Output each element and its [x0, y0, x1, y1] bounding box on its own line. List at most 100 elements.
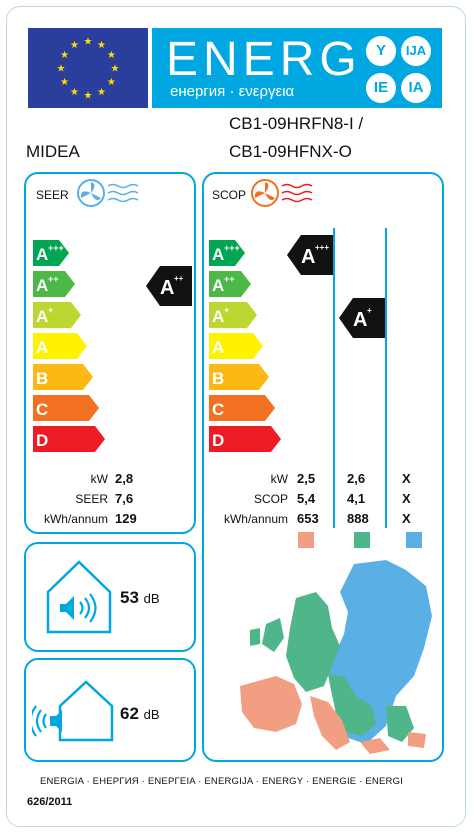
heating-class-letter: A: [212, 307, 224, 326]
model-line-1: CB1-09HRFN8-I /: [229, 114, 364, 133]
cooling-class-letter: A: [36, 307, 48, 326]
eu-star-icon: ★: [111, 64, 120, 75]
outdoor-noise-panel: [24, 658, 196, 762]
cooling-label-kw: kW: [90, 472, 108, 486]
cooling-class-letter: A: [36, 276, 48, 295]
zone-warm-swatch: [298, 532, 314, 548]
cooling-panel: [24, 172, 196, 534]
eu-stars-icon: ★ ★★★★★★★★★★★: [57, 37, 120, 102]
rating-letter: A: [301, 246, 315, 268]
heating-cold-scop-value: X: [402, 491, 411, 506]
cooling-class-bar: B: [33, 364, 93, 390]
lang-badge-ia: IA: [401, 73, 431, 103]
heating-avg-kw-value: 2,5: [297, 471, 316, 486]
cooling-class-letter: B: [36, 369, 48, 388]
energy-subtitle: енергия · ενεργεια: [170, 83, 295, 100]
heating-class-bar: C: [209, 395, 275, 421]
heating-class-letter: D: [212, 431, 224, 450]
heating-class-letter: C: [212, 400, 224, 419]
cooling-label-kwh: kWh/annum: [43, 512, 108, 526]
heating-class-sup: +: [224, 305, 229, 315]
cooling-seer-value: 7,6: [115, 491, 134, 506]
heating-cold-kwh-value: X: [402, 511, 411, 526]
cooling-label-seer: SEER: [75, 492, 108, 506]
column-divider-2: [385, 228, 387, 528]
eu-star-icon: ★: [84, 91, 93, 102]
indoor-noise-value: 53: [120, 588, 139, 607]
heating-class-bar: D: [209, 426, 281, 452]
heating-panel: [202, 172, 444, 762]
heating-cold-kw-value: X: [402, 471, 411, 486]
indoor-speaker-house-icon: [46, 560, 112, 634]
heating-class-sup: +++: [224, 243, 240, 253]
cooling-class-bar: A +: [33, 302, 81, 328]
heating-class-letter: A: [212, 338, 224, 357]
rating-sup: ++: [174, 274, 184, 283]
zone-cold-swatch: [406, 532, 422, 548]
eu-star-icon: ★: [84, 37, 93, 48]
eu-star-icon: ★: [60, 50, 69, 61]
heating-class-bar: A ++: [209, 271, 251, 297]
eu-star-icon: ★: [97, 87, 106, 98]
heating-label-kw: kW: [270, 472, 288, 486]
cooling-class-bar: A ++: [33, 271, 75, 297]
indoor-noise-reading: 53 dB: [120, 588, 160, 608]
model-line-2: CB1-09HFNX-O: [229, 142, 352, 161]
heating-warm-kw-value: 2,6: [347, 471, 366, 486]
eu-star-icon: ★: [70, 40, 79, 51]
energy-banner: ENERG енергия · ενεργεια Y IJA IE IA: [152, 28, 442, 108]
scop-warm-rating-arrow: A +: [339, 298, 385, 338]
cooling-class-bar: C: [33, 395, 99, 421]
fan-warm-icon: [251, 179, 313, 207]
heating-class-sup: ++: [224, 274, 235, 284]
heating-avg-scop-value: 5,4: [297, 491, 316, 506]
heating-label-scop: SCOP: [253, 492, 288, 506]
heating-avg-kwh-value: 653: [297, 511, 319, 526]
eu-star-icon: ★: [57, 64, 66, 75]
lang-badge-ija: IJA: [401, 36, 431, 66]
heating-class-letter: A: [212, 276, 224, 295]
fan-cold-icon: [77, 179, 139, 207]
energy-title: ENERG: [166, 33, 362, 86]
label-frame: [6, 6, 466, 827]
eu-star-icon: ★: [107, 77, 116, 88]
cooling-kw-value: 2,8: [115, 471, 134, 486]
cooling-class-letter: A: [36, 338, 48, 357]
cooling-class-sup: +: [48, 305, 53, 315]
rating-sup: +++: [315, 243, 329, 252]
europe-climate-map-icon: [240, 560, 432, 754]
supplier-name: MIDEA: [26, 142, 80, 161]
scop-heading: SCOP: [212, 188, 247, 202]
cooling-class-bar: A: [33, 333, 87, 359]
outdoor-noise-value: 62: [120, 704, 139, 723]
cooling-class-letter: D: [36, 431, 48, 450]
heating-warm-scop-value: 4,1: [347, 491, 366, 506]
lang-badge-ie: IE: [366, 73, 396, 103]
eu-star-icon: ★: [60, 77, 69, 88]
rating-sup: +: [367, 306, 372, 315]
eu-star-icon: ★: [107, 50, 116, 61]
heating-class-bar: A +: [209, 302, 257, 328]
scop-average-rating-arrow: A +++: [287, 235, 333, 275]
seer-heading: SEER: [36, 188, 69, 202]
heating-class-bar: A +++: [209, 240, 245, 266]
heating-label-kwh: kWh/annum: [223, 512, 288, 526]
seer-rating-arrow: A ++: [146, 266, 192, 306]
lang-badge-y: Y: [366, 36, 396, 66]
eu-flag: ★ ★ ★ ★ ★ ★ ★ ★ ★ ★ ★ ★: [28, 28, 148, 108]
heating-warm-kwh-value: 888: [347, 511, 369, 526]
cooling-class-bar: A +++: [33, 240, 69, 266]
heating-class-bar: A: [209, 333, 263, 359]
cooling-class-bar: D: [33, 426, 105, 452]
cooling-kwh-value: 129: [115, 511, 137, 526]
heating-class-letter: B: [212, 369, 224, 388]
rating-letter: A: [160, 277, 174, 299]
rating-letter: A: [353, 309, 367, 331]
cooling-class-sup: ++: [48, 274, 59, 284]
footer-languages: ENERGIA · ЕНЕРГИЯ · ΕΝΕΡΓΕΙΑ · ENERGIJA …: [40, 776, 403, 787]
cooling-class-letter: C: [36, 400, 48, 419]
heating-class-letter: A: [212, 245, 224, 264]
cooling-class-sup: +++: [48, 243, 64, 253]
